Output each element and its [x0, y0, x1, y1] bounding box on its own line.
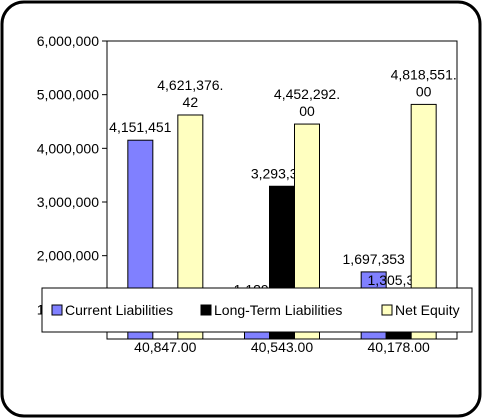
x-category-label: 40,178.00 — [368, 339, 430, 355]
data-label: 4,151,451 — [109, 119, 171, 135]
data-label: 00 — [416, 83, 432, 99]
legend-swatch-2 — [200, 304, 212, 316]
legend-swatch-1 — [51, 304, 63, 316]
data-label: 4,818,551. — [391, 66, 457, 82]
legend-label-1: Current Liabilities — [65, 302, 173, 318]
legend-label-3: Net Equity — [395, 302, 460, 318]
y-tick-label: 6,000,000 — [37, 33, 99, 49]
legend-box — [41, 287, 473, 333]
x-category-label: 40,543.00 — [251, 339, 313, 355]
legend-label-2: Long-Term Liabilities — [214, 302, 342, 318]
data-label: 4,452,292. — [274, 86, 340, 102]
data-label: 00 — [299, 103, 315, 119]
y-tick-label: 2,000,000 — [37, 248, 99, 264]
data-label: 4,621,376. — [157, 77, 223, 93]
data-label: 42 — [183, 94, 199, 110]
y-tick-label: 5,000,000 — [37, 87, 99, 103]
legend-swatch-3 — [381, 304, 393, 316]
y-tick-label: 4,000,000 — [37, 140, 99, 156]
x-category-label: 40,847.00 — [134, 339, 196, 355]
y-tick-label: 3,000,000 — [37, 194, 99, 210]
data-label: 1,697,353 — [343, 251, 405, 267]
